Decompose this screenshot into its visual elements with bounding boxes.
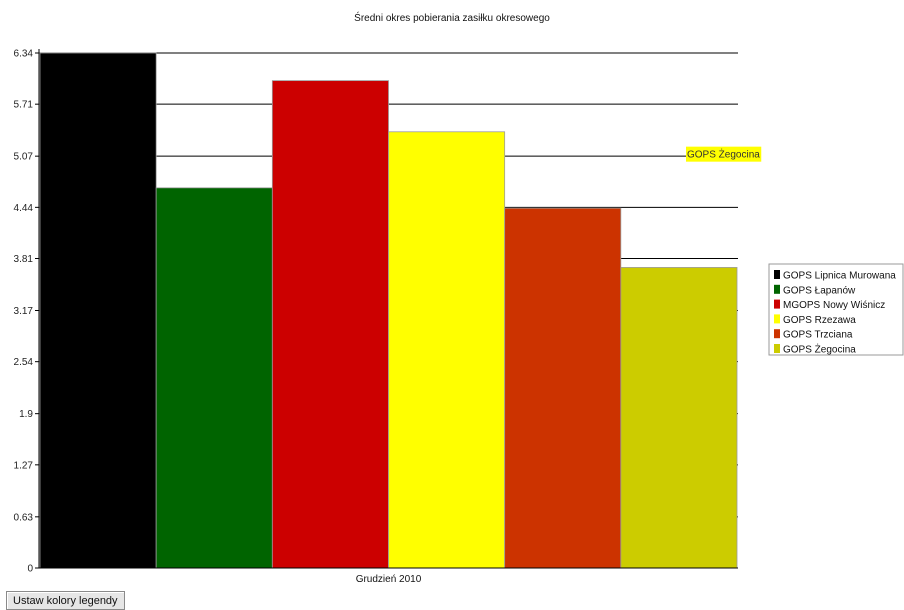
bar: [155, 187, 273, 569]
x-category-label: Grudzień 2010: [356, 574, 422, 585]
legend: GOPS Lipnica Murowana GOPS Łapanów MGOPS N…: [768, 263, 904, 356]
legend-swatch: [774, 299, 780, 309]
chart: Średni okres pobierania zasiłku okresowe…: [14, 11, 904, 585]
bar: [504, 207, 622, 569]
legend-label: GOPS Łapanów: [783, 285, 856, 296]
legend-swatch: [774, 344, 780, 353]
y-tick-label: 1.27: [14, 460, 34, 471]
bar: [39, 52, 157, 569]
bar: [271, 80, 389, 569]
legend-label: GOPS Trzciana: [783, 330, 853, 341]
y-tick-label: 1.9: [19, 409, 33, 420]
legend-swatch: [774, 284, 780, 294]
y-tick-label: 5.71: [14, 100, 34, 111]
y-tick-label: 0.63: [14, 512, 34, 523]
legend-label: GOPS Lipnica Murowana: [783, 271, 896, 282]
legend-swatch: [774, 270, 780, 279]
y-tick-label: 3.81: [14, 254, 34, 265]
y-tick-label: 4.44: [14, 203, 34, 214]
bars: [39, 52, 738, 569]
annotation: GOPS Żegocina: [686, 146, 762, 162]
y-tick-label: 6.34: [14, 49, 34, 60]
y-tick-label: 2.54: [14, 357, 34, 368]
legend-label: MGOPS Nowy Wiśnicz: [783, 300, 885, 311]
y-tick-label: 3.17: [14, 306, 34, 317]
legend-swatch: [774, 314, 780, 324]
annotation-label: GOPS Żegocina: [687, 148, 760, 161]
set-legend-colors-button[interactable]: Ustaw kolory legendy: [6, 591, 125, 610]
y-tick-label: 0: [27, 564, 33, 575]
legend-swatch: [774, 329, 780, 339]
chart-title: Średni okres pobierania zasiłku okresowe…: [354, 11, 550, 24]
bar: [620, 267, 738, 569]
legend-box: [768, 263, 904, 356]
annotation-highlight: [686, 146, 762, 162]
legend-label: GOPS Żegocina: [783, 343, 856, 356]
axes: 0 0.63 1.27 1.9 2.54 3.17 3.81 4.44 5.07 5.71 6.34…: [14, 49, 738, 585]
legend-label: GOPS Rzezawa: [783, 315, 856, 326]
bar: [388, 131, 506, 569]
y-tick-label: 5.07: [14, 152, 34, 163]
